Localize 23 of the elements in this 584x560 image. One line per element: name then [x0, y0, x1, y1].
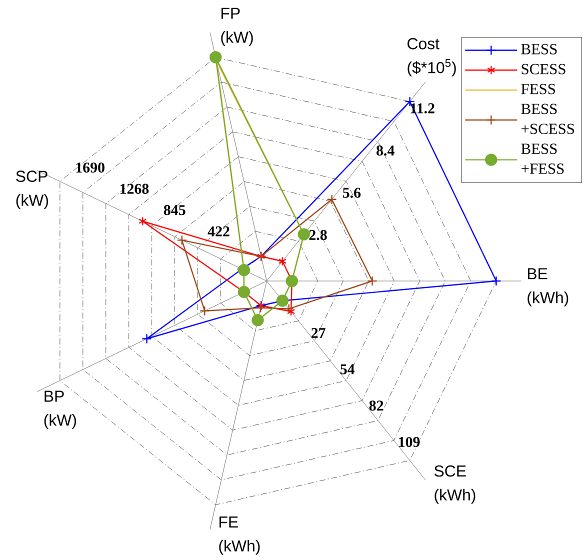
spoke-label: SCP (kW): [16, 170, 48, 210]
spoke-label: BP (kW): [44, 390, 76, 429]
spoke-label: FP (kW): [221, 8, 253, 46]
text: 27: [311, 328, 326, 338]
text: 8.4: [376, 146, 394, 156]
legend-label: BESS: [521, 44, 557, 54]
text: 109: [399, 436, 420, 448]
legend-label: FESS: [521, 84, 555, 94]
text: 54: [340, 364, 355, 374]
spoke-label: BE (kWh): [528, 268, 568, 306]
spoke-label: FE (kWh): [219, 516, 260, 555]
text: 1690: [76, 162, 104, 173]
text: 1268: [120, 184, 149, 194]
text: 422: [208, 226, 230, 236]
text: 845: [164, 205, 186, 216]
spoke-label: SCE (kWh): [434, 465, 476, 504]
text: 5.6: [342, 188, 361, 198]
spoke-label: Cost ($*10$^{5}$): [408, 38, 456, 76]
legend-label: BESS +FESS: [521, 144, 564, 174]
text: 82: [369, 400, 384, 411]
legend-label: SCESS: [522, 64, 566, 74]
legend-label: BESS +SCESS: [521, 104, 574, 134]
text: 2.8: [309, 230, 327, 240]
